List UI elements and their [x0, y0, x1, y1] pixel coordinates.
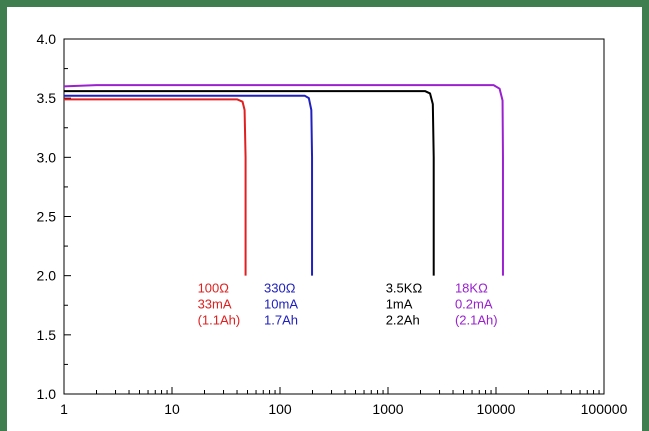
y-axis: 1.0 1.5 2.0 2.5 3.0 3.5 4.0 [37, 31, 71, 402]
x-tick-label: 1 [60, 401, 68, 417]
y-tick-label: 2.5 [37, 209, 57, 225]
x-axis: 1 10 100 1000 10000 100000 [60, 387, 628, 417]
y-tick-label: 3.5 [37, 90, 57, 106]
series-label-2-line-1: 330Ω [264, 281, 296, 296]
series-label-4-line-1: 18KΩ [455, 281, 488, 296]
series-line-1 [64, 98, 247, 276]
x-tick-label: 10000 [477, 401, 516, 417]
series-label-2-line-3: 1.7Ah [264, 313, 298, 328]
series-line-3 [64, 90, 435, 276]
series-layer [63, 84, 504, 276]
y-tick-label: 4.0 [37, 31, 57, 47]
discharge-chart: 1 10 100 1000 10000 100000 1.0 1.5 2.0 2.5 3.0 3.5… [37, 31, 628, 417]
chart-frame: 1 10 100 1000 10000 100000 1.0 1.5 2.0 2.5 3.0 3.5… [7, 7, 642, 431]
series-label-2-line-2: 10mA [264, 297, 298, 312]
series-label-3-line-2: 1mA [386, 297, 413, 312]
y-tick-label: 1.5 [37, 327, 57, 343]
y-tick-label: 2.0 [37, 268, 57, 284]
series-label-3-line-1: 3.5KΩ [386, 281, 423, 296]
x-tick-label: 1000 [372, 401, 403, 417]
x-tick-label: 100000 [581, 401, 628, 417]
x-tick-label: 10 [164, 401, 180, 417]
series-label-1-line-3: (1.1Ah) [198, 313, 241, 328]
series-label-4-line-2: 0.2mA [455, 297, 493, 312]
series-label-1-line-1: 100Ω [198, 281, 230, 296]
series-label-4-line-3: (2.1Ah) [455, 313, 498, 328]
y-tick-label: 1.0 [37, 386, 57, 402]
series-line-2 [64, 94, 314, 276]
plot-area-border [63, 38, 605, 395]
series-label-1-line-2: 33mA [198, 297, 232, 312]
x-tick-label: 100 [268, 401, 292, 417]
series-label-3-line-3: 2.2Ah [386, 313, 420, 328]
y-tick-label: 3.0 [37, 149, 57, 165]
series-line-4 [63, 84, 504, 276]
